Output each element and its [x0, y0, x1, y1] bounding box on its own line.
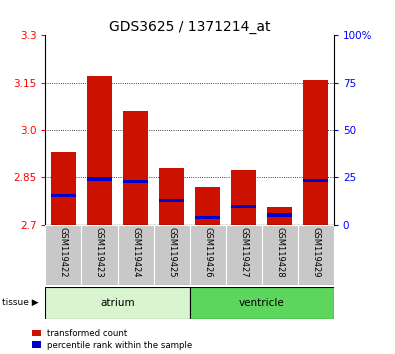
- Bar: [118, 225, 154, 285]
- Bar: [195, 216, 220, 219]
- Bar: [45, 225, 81, 285]
- Bar: [195, 187, 220, 225]
- Text: GSM119423: GSM119423: [95, 227, 104, 277]
- Bar: [190, 287, 334, 319]
- Legend: transformed count, percentile rank within the sample: transformed count, percentile rank withi…: [32, 329, 193, 350]
- Bar: [123, 180, 148, 183]
- Text: GSM119425: GSM119425: [167, 227, 176, 277]
- Bar: [81, 225, 118, 285]
- Bar: [159, 168, 184, 225]
- Bar: [190, 225, 226, 285]
- Bar: [261, 225, 298, 285]
- Text: tissue ▶: tissue ▶: [2, 298, 39, 307]
- Bar: [159, 199, 184, 202]
- Bar: [267, 213, 292, 217]
- Text: ventricle: ventricle: [239, 298, 284, 308]
- Text: atrium: atrium: [100, 298, 135, 308]
- Bar: [303, 179, 328, 182]
- Bar: [231, 205, 256, 209]
- Bar: [45, 287, 190, 319]
- Text: GSM119427: GSM119427: [239, 227, 248, 277]
- Text: GSM119422: GSM119422: [59, 227, 68, 277]
- Bar: [298, 225, 334, 285]
- Bar: [154, 225, 190, 285]
- Bar: [303, 80, 328, 225]
- Bar: [51, 194, 76, 197]
- Bar: [87, 76, 112, 225]
- Bar: [123, 111, 148, 225]
- Bar: [226, 225, 261, 285]
- Text: GSM119428: GSM119428: [275, 227, 284, 277]
- Title: GDS3625 / 1371214_at: GDS3625 / 1371214_at: [109, 21, 270, 34]
- Bar: [51, 152, 76, 225]
- Text: GSM119424: GSM119424: [131, 227, 140, 277]
- Bar: [267, 207, 292, 225]
- Bar: [87, 177, 112, 181]
- Bar: [231, 170, 256, 225]
- Text: GSM119426: GSM119426: [203, 227, 212, 277]
- Text: GSM119429: GSM119429: [311, 227, 320, 277]
